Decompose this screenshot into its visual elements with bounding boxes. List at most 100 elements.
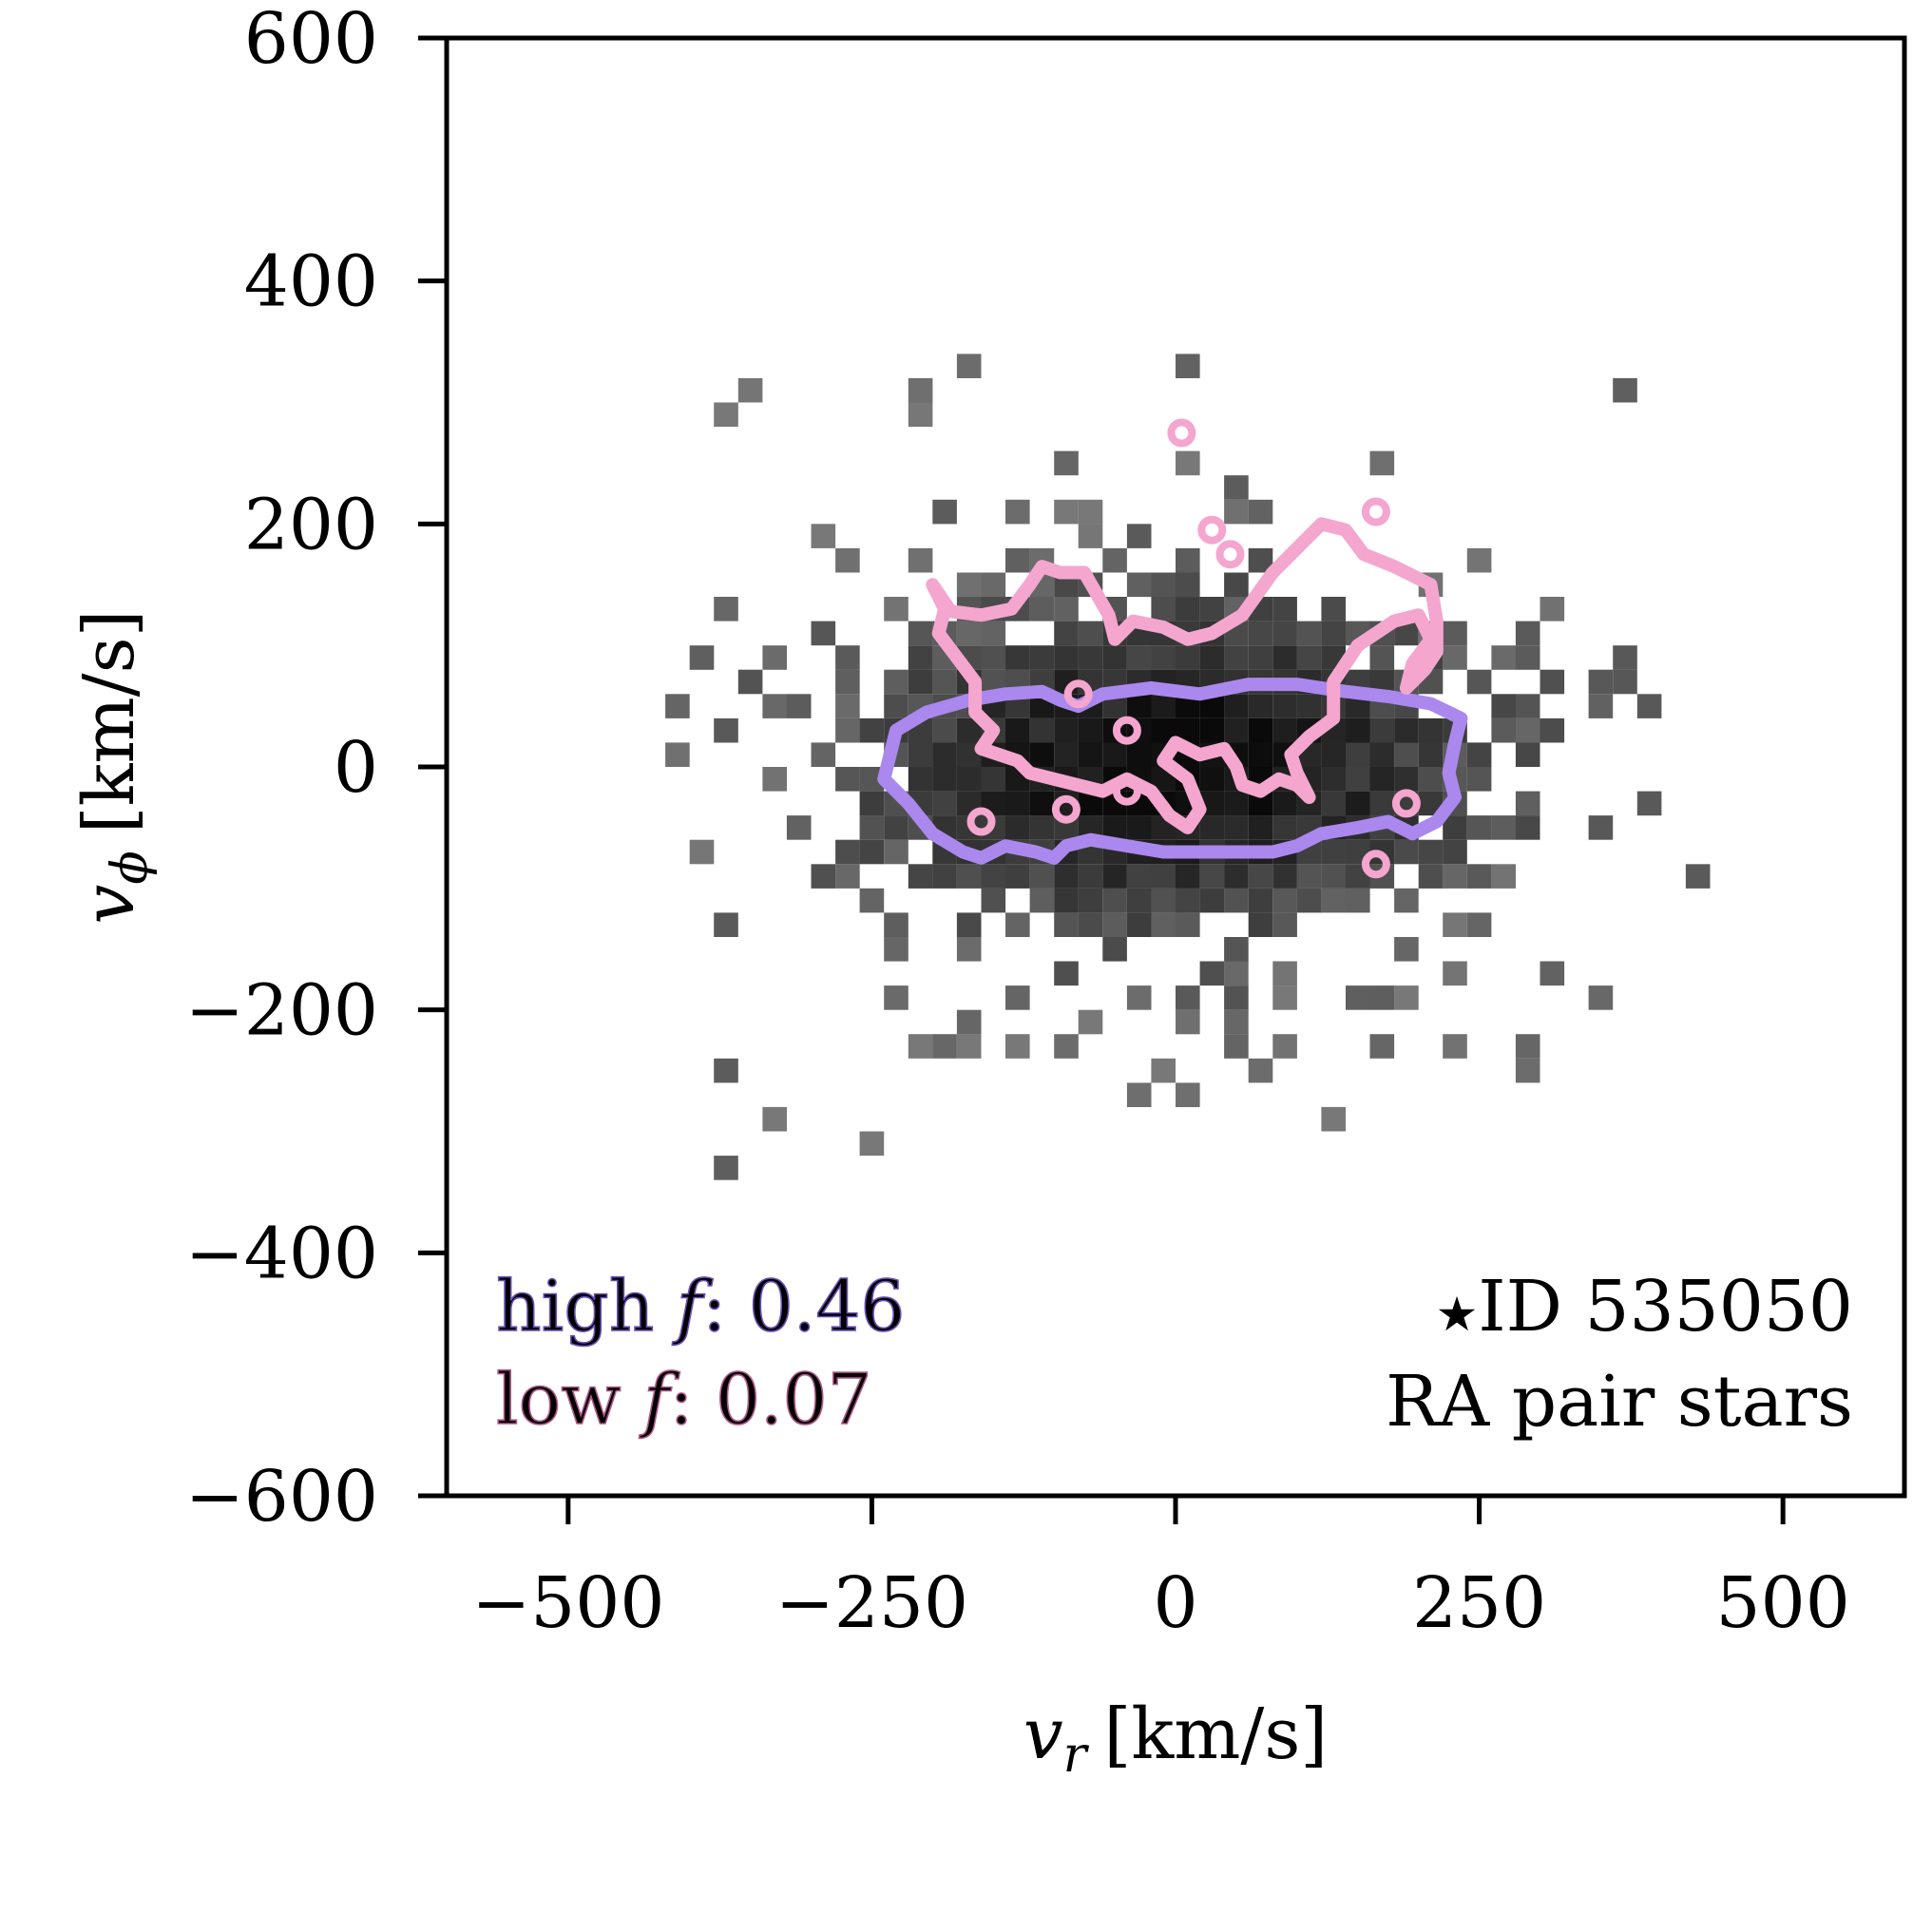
heatmap-cell bbox=[1466, 742, 1492, 767]
heatmap-cell bbox=[1491, 864, 1516, 889]
heatmap-layer bbox=[665, 354, 1711, 1180]
heatmap-cell bbox=[1248, 499, 1273, 525]
heatmap-cell bbox=[1102, 645, 1127, 670]
y-tick-label: −600 bbox=[185, 1456, 378, 1538]
heatmap-cell bbox=[1443, 621, 1467, 646]
heatmap-cell bbox=[932, 742, 957, 767]
heatmap-cell bbox=[1054, 961, 1079, 986]
y-axis-title: vϕ [km/s] bbox=[68, 610, 159, 925]
x-tick-label: 250 bbox=[1412, 1562, 1546, 1644]
heatmap-cell bbox=[956, 767, 982, 792]
heatmap-cell bbox=[811, 524, 836, 548]
heatmap-cell bbox=[884, 839, 909, 865]
heatmap-cell bbox=[1126, 1082, 1152, 1107]
heatmap-cell bbox=[1005, 547, 1030, 573]
heatmap-cell bbox=[714, 717, 738, 743]
heatmap-cell bbox=[932, 864, 957, 889]
heatmap-cell bbox=[1369, 1034, 1395, 1059]
heatmap-cell bbox=[1346, 888, 1370, 913]
heatmap-cell bbox=[1224, 961, 1249, 986]
heatmap-cell bbox=[1540, 597, 1565, 622]
heatmap-cell bbox=[714, 1058, 738, 1083]
heatmap-cell bbox=[1176, 1009, 1200, 1035]
heatmap-cell bbox=[1151, 888, 1176, 913]
heatmap-cell bbox=[1176, 645, 1200, 670]
heatmap-cell bbox=[884, 937, 909, 962]
heatmap-cell bbox=[1005, 717, 1030, 743]
x-axis-subscript: r bbox=[1063, 1727, 1090, 1784]
heatmap-cell bbox=[908, 645, 933, 670]
heatmap-cell bbox=[1272, 985, 1297, 1010]
heatmap-cell bbox=[689, 645, 715, 670]
heatmap-cell bbox=[1466, 815, 1492, 840]
heatmap-cell bbox=[1272, 645, 1297, 670]
heatmap-cell bbox=[1224, 985, 1249, 1010]
heatmap-cell bbox=[884, 815, 909, 840]
heatmap-cell bbox=[956, 864, 982, 889]
heatmap-cell bbox=[981, 767, 1006, 792]
heatmap-cell bbox=[908, 767, 933, 792]
heatmap-cell bbox=[956, 1009, 982, 1035]
heatmap-cell bbox=[1102, 888, 1127, 913]
heatmap-cell bbox=[1199, 961, 1225, 986]
heatmap-cell bbox=[835, 669, 860, 695]
heatmap-cell bbox=[1369, 742, 1395, 767]
heatmap-cell bbox=[1199, 864, 1225, 889]
heatmap-cell bbox=[1346, 985, 1370, 1010]
heatmap-cell bbox=[1151, 864, 1176, 889]
heatmap-cell bbox=[1491, 694, 1516, 718]
heatmap-cell bbox=[835, 645, 860, 670]
heatmap-cell bbox=[1296, 621, 1322, 646]
heatmap-cell bbox=[1224, 499, 1249, 525]
heatmap-cell bbox=[1272, 1034, 1297, 1059]
heatmap-cell bbox=[1272, 791, 1297, 816]
contour-island bbox=[1112, 716, 1141, 745]
x-axis-unit: [km/s] bbox=[1104, 1693, 1329, 1775]
y-tick-label: −200 bbox=[185, 970, 378, 1052]
heatmap-cell bbox=[1296, 645, 1322, 670]
heatmap-cell bbox=[1176, 888, 1200, 913]
heatmap-cell bbox=[1224, 888, 1249, 913]
heatmap-cell bbox=[762, 645, 787, 670]
heatmap-cell bbox=[1199, 597, 1225, 622]
heatmap-cell bbox=[1054, 1034, 1079, 1059]
heatmap-cell bbox=[1176, 912, 1200, 937]
heatmap-cell bbox=[1054, 597, 1079, 622]
heatmap-cell bbox=[1321, 791, 1346, 816]
contour-island bbox=[1051, 794, 1081, 824]
heatmap-cell bbox=[1272, 912, 1297, 937]
heatmap-cell bbox=[1248, 1058, 1273, 1083]
heatmap-cell bbox=[884, 985, 909, 1010]
heatmap-cell bbox=[1224, 791, 1249, 816]
heatmap-cell bbox=[737, 669, 763, 695]
heatmap-cell bbox=[1296, 888, 1322, 913]
x-tick-label: 500 bbox=[1716, 1562, 1850, 1644]
heatmap-cell bbox=[1466, 767, 1492, 792]
heatmap-cell bbox=[1491, 717, 1516, 743]
heatmap-cell bbox=[1224, 864, 1249, 889]
heatmap-cell bbox=[1078, 742, 1103, 767]
heatmap-cell bbox=[1515, 621, 1540, 646]
heatmap-cell bbox=[714, 1156, 738, 1180]
heatmap-cell bbox=[689, 839, 715, 865]
heatmap-cell bbox=[1491, 815, 1516, 840]
y-tick-label: 200 bbox=[244, 484, 378, 565]
heatmap-cell bbox=[1078, 1009, 1103, 1035]
heatmap-cell bbox=[1005, 864, 1030, 889]
annotation: ★ID 535050 RA pair stars bbox=[1386, 1266, 1853, 1443]
heatmap-cell bbox=[932, 499, 957, 525]
heatmap-cell bbox=[1102, 815, 1127, 840]
heatmap-cell bbox=[714, 402, 738, 428]
contour-island bbox=[1112, 776, 1141, 806]
heatmap-cell bbox=[762, 767, 787, 792]
heatmap-cell bbox=[1102, 742, 1127, 767]
heatmap-cell bbox=[1272, 888, 1297, 913]
legend-high-prefix: high bbox=[496, 1266, 677, 1348]
heatmap-cell bbox=[1126, 985, 1152, 1010]
heatmap-cell bbox=[1515, 1034, 1540, 1059]
heatmap-cell bbox=[1418, 767, 1444, 792]
heatmap-cell bbox=[1224, 475, 1249, 500]
heatmap-cell bbox=[762, 694, 787, 718]
legend-entry-low: low f: 0.07 bbox=[496, 1359, 872, 1441]
heatmap-cell bbox=[1151, 597, 1176, 622]
